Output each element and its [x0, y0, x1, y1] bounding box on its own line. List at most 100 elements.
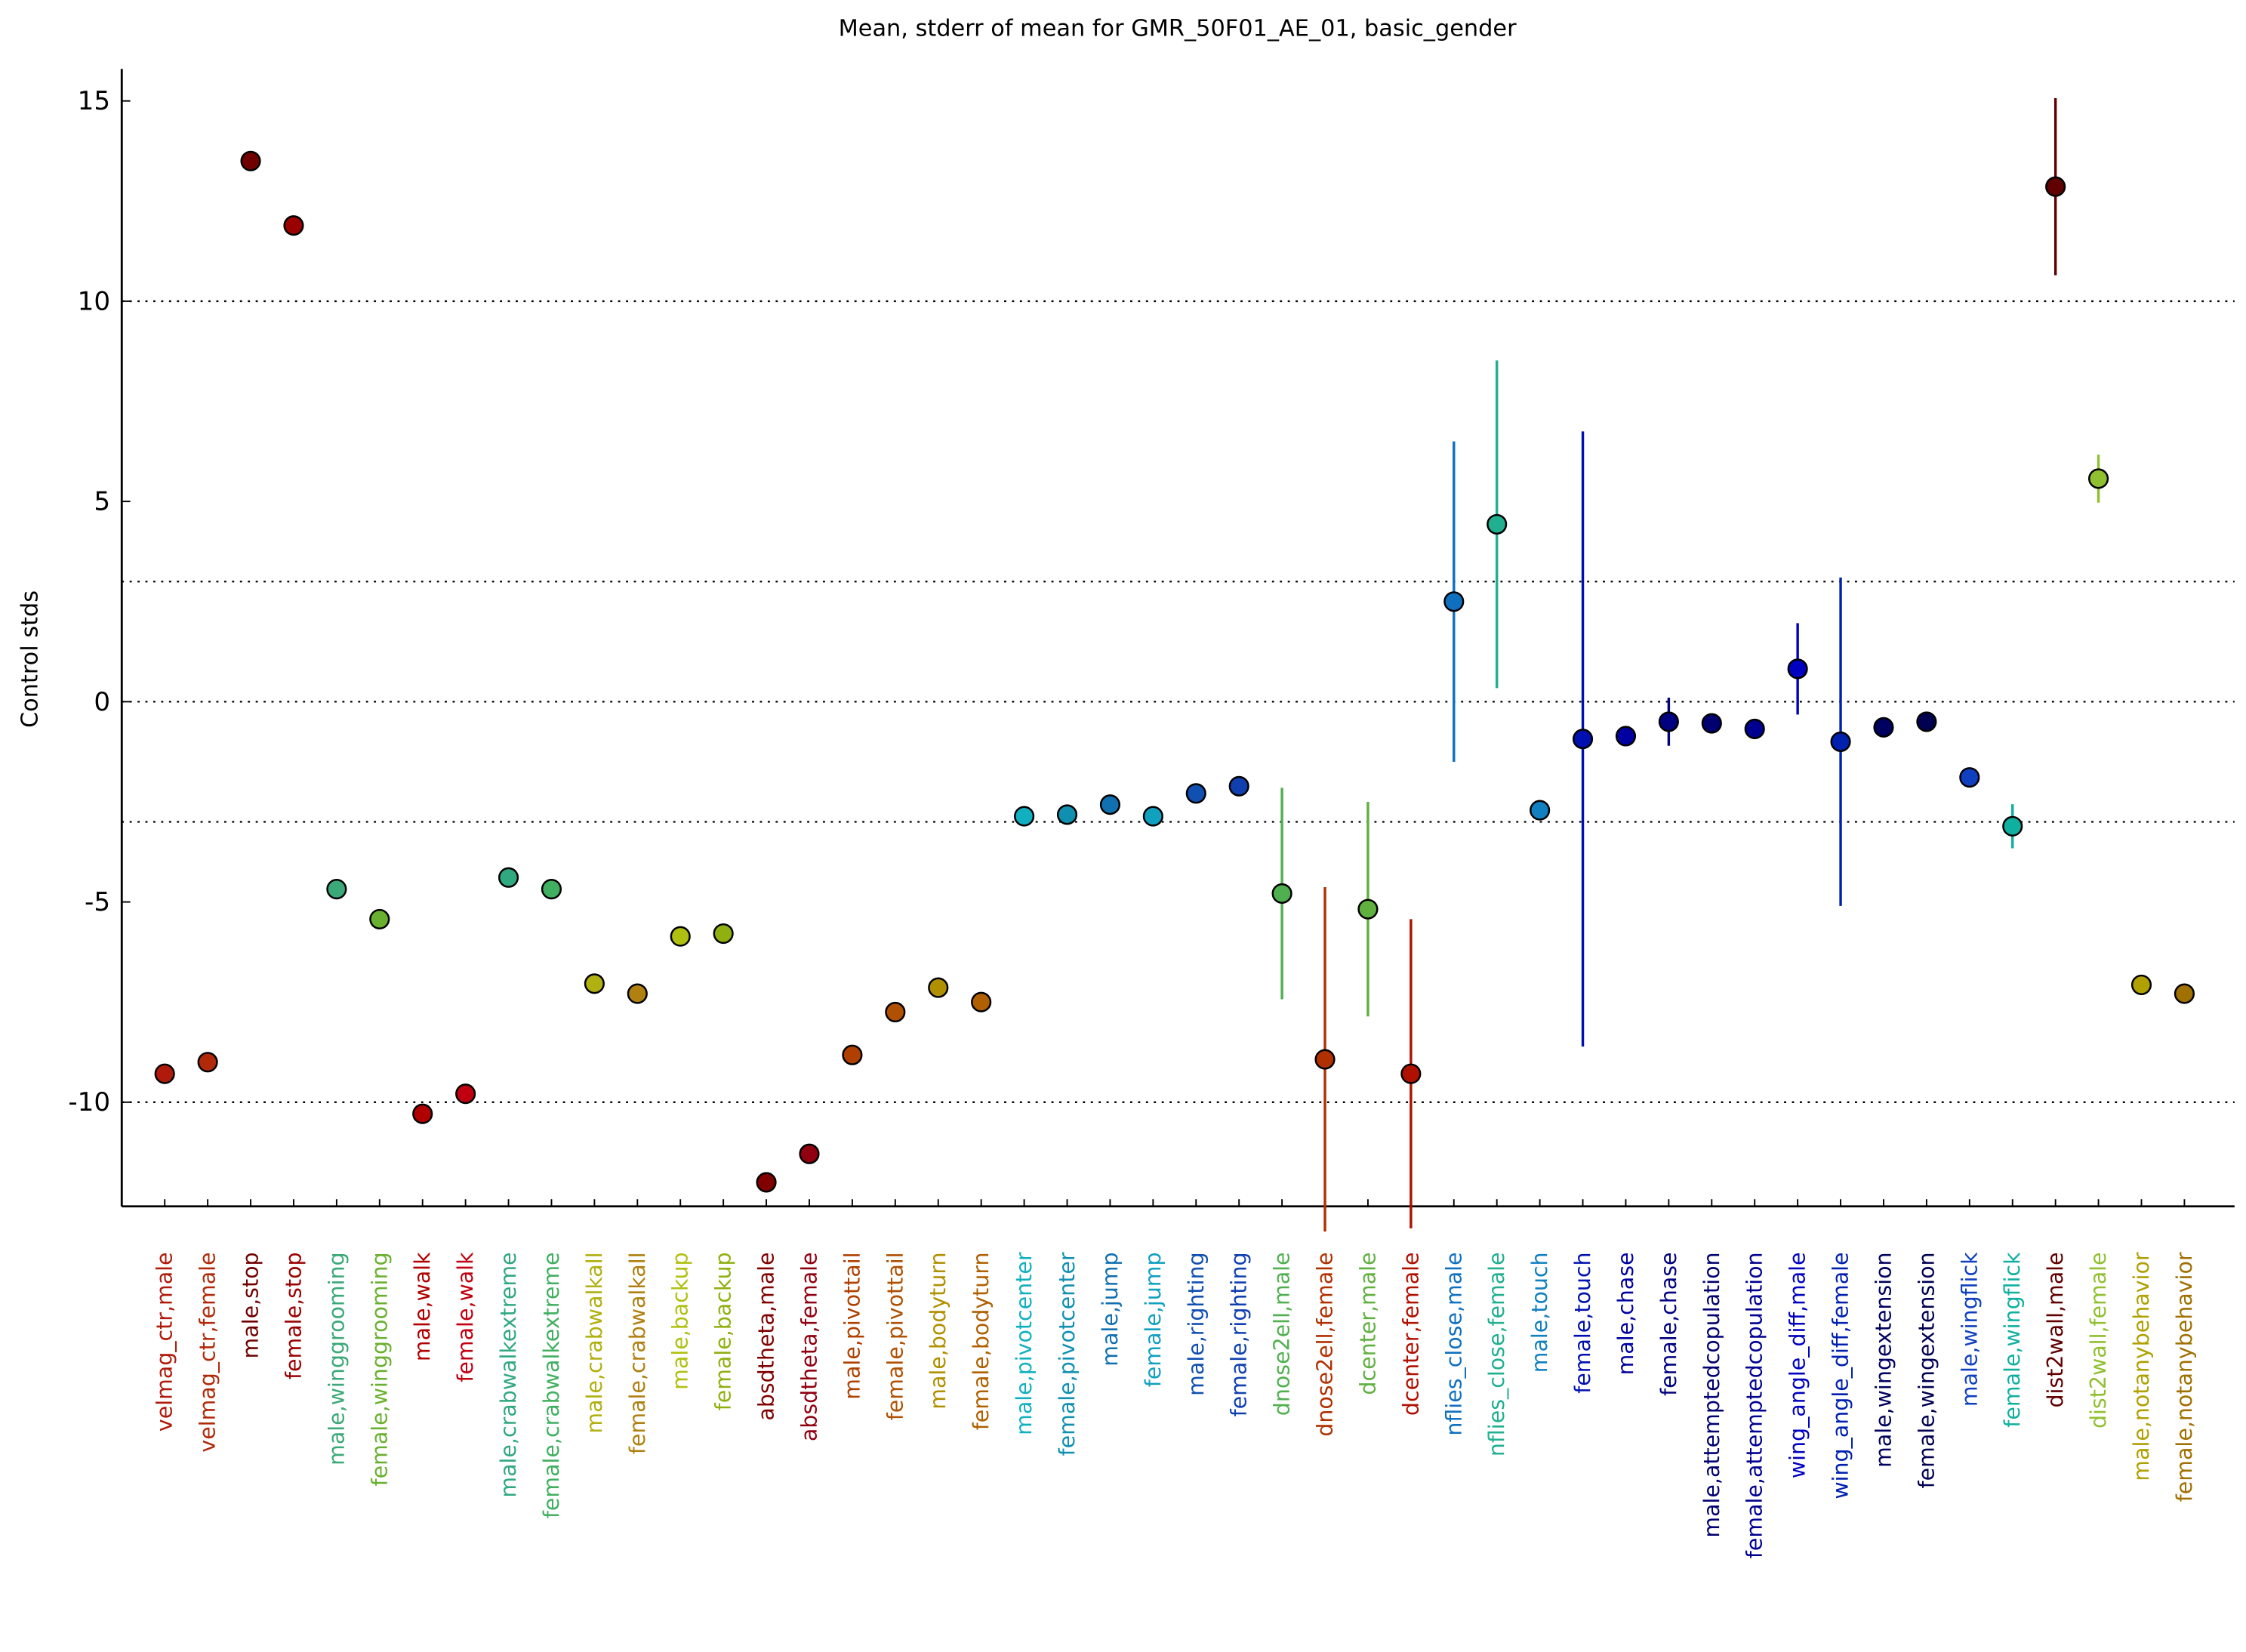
point: [2130, 974, 2152, 995]
point: [1744, 718, 1765, 740]
point: [2088, 468, 2109, 489]
x-tick-label: nflies_close,female: [1484, 1252, 1509, 1456]
point: [584, 973, 605, 994]
x-tick-label: female,touch: [1570, 1252, 1595, 1393]
point: [1271, 883, 1292, 905]
chart-title: Mean, stderr of mean for GMR_50F01_AE_01…: [839, 16, 1517, 42]
x-tick-label: male,winggrooming: [324, 1252, 349, 1465]
x-tick-label: dnose2ell,female: [1313, 1252, 1338, 1436]
x-tick-label: female,wingflick: [2000, 1252, 2025, 1428]
x-tick-label: dnose2ell,male: [1270, 1252, 1295, 1416]
x-tick-label: dcenter,male: [1355, 1252, 1380, 1395]
point: [1056, 804, 1078, 825]
point: [2045, 176, 2066, 197]
x-tick-label: female,notanybehavior: [2172, 1252, 2197, 1502]
x-tick-label: female,bodyturn: [969, 1252, 994, 1430]
point: [197, 1052, 218, 1073]
point: [369, 908, 390, 929]
x-tick-label: female,attemptedcopulation: [1742, 1252, 1767, 1558]
x-tick-label: dcenter,female: [1398, 1252, 1423, 1416]
point: [240, 150, 261, 171]
x-tick-label: female,backup: [711, 1252, 736, 1410]
y-tick-label: 10: [78, 286, 110, 316]
x-tick-label: male,backup: [668, 1252, 693, 1389]
x-tick-label: male,wingflick: [1957, 1252, 1982, 1407]
point: [1572, 729, 1594, 750]
y-tick-label: 0: [94, 687, 110, 717]
point: [627, 983, 648, 1004]
point: [326, 879, 347, 900]
x-tick-label: female,winggrooming: [367, 1252, 392, 1486]
point: [713, 923, 734, 945]
x-tick-label: male,walk: [410, 1252, 435, 1361]
x-tick-label: male,chase: [1613, 1252, 1638, 1375]
point: [971, 991, 992, 1012]
x-tick-label: male,crabwalkextreme: [496, 1252, 521, 1497]
x-tick-label: male,notanybehavior: [2129, 1252, 2154, 1481]
point: [1185, 783, 1206, 804]
x-tick-label: male,pivotcenter: [1012, 1252, 1037, 1435]
x-tick-label: female,righting: [1227, 1252, 1252, 1416]
x-tick-label: dist2wall,female: [2086, 1252, 2111, 1429]
point: [1487, 513, 1508, 535]
point: [928, 977, 949, 998]
point: [1873, 717, 1894, 738]
x-tick-label: male,pivottail: [840, 1252, 864, 1399]
y-tick-label: -10: [68, 1087, 110, 1117]
x-tick-label: female,wingextension: [1914, 1252, 1939, 1488]
x-tick-label: male,stop: [239, 1252, 263, 1358]
x-tick-label: absdtheta,female: [796, 1252, 821, 1441]
point: [1099, 794, 1120, 815]
x-tick-label: male,righting: [1184, 1252, 1209, 1395]
point: [756, 1172, 777, 1193]
point: [2174, 983, 2195, 1004]
point: [1615, 726, 1637, 747]
point: [2002, 815, 2023, 837]
x-tick-label: male,touch: [1527, 1252, 1552, 1373]
point: [541, 879, 562, 900]
x-tick-label: female,chase: [1656, 1252, 1681, 1395]
y-tick-label: -5: [85, 887, 110, 917]
x-tick-label: female,crabwalkall: [625, 1252, 650, 1454]
x-tick-label: wing_angle_diff,female: [1829, 1252, 1853, 1499]
y-axis-label: Control stds: [17, 590, 43, 728]
x-tick-label: female,pivotcenter: [1055, 1252, 1080, 1456]
point: [1959, 767, 1980, 788]
x-tick-label: dist2wall,male: [2043, 1252, 2068, 1407]
point: [1357, 898, 1379, 920]
point: [1701, 713, 1722, 734]
x-tick-label: nflies_close,male: [1441, 1252, 1466, 1435]
x-tick-label: male,wingextension: [1871, 1252, 1896, 1467]
x-tick-label: male,attemptedcopulation: [1699, 1252, 1724, 1537]
x-tick-label: absdtheta,male: [754, 1252, 779, 1420]
point: [283, 215, 304, 236]
x-tick-label: female,jump: [1141, 1252, 1166, 1387]
x-tick-label: wing_angle_diff,male: [1785, 1252, 1810, 1478]
x-tick-label: male,crabwalkall: [582, 1252, 607, 1433]
point: [1314, 1049, 1336, 1070]
point: [1830, 731, 1851, 752]
point: [1142, 806, 1163, 827]
point: [1443, 591, 1465, 612]
point: [412, 1103, 433, 1124]
point: [1530, 800, 1551, 821]
point: [842, 1044, 863, 1065]
point: [1014, 806, 1035, 827]
x-tick-label: female,crabwalkextreme: [539, 1252, 564, 1518]
point: [154, 1063, 175, 1084]
point: [799, 1143, 820, 1164]
point: [498, 867, 519, 888]
point: [1228, 775, 1249, 797]
point: [670, 926, 691, 947]
y-tick-label: 15: [78, 86, 110, 116]
x-tick-label: female,walk: [453, 1252, 478, 1382]
x-tick-label: velmag_ctr,female: [196, 1252, 220, 1452]
x-tick-label: velmag_ctr,male: [153, 1252, 177, 1432]
x-tick-label: female,stop: [281, 1252, 306, 1379]
point: [885, 1001, 906, 1023]
x-tick-label: female,pivottail: [883, 1252, 907, 1420]
x-tick-label: male,bodyturn: [926, 1252, 950, 1409]
point: [1400, 1063, 1422, 1084]
point: [1916, 711, 1937, 732]
